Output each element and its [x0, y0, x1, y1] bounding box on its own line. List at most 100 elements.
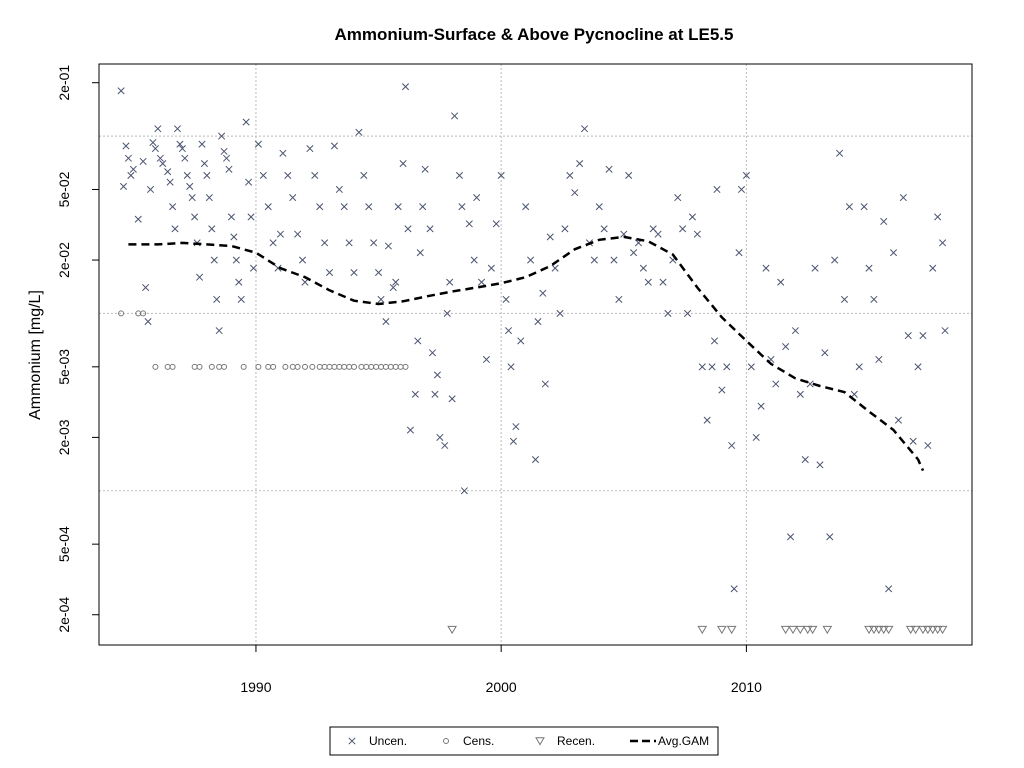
uncensored-point: [625, 171, 633, 179]
legend-symbol-uncen: [348, 737, 356, 745]
uncensored-point: [710, 337, 719, 345]
uncensored-point: [742, 171, 750, 179]
uncensored-point: [134, 215, 142, 223]
uncensored-point: [541, 380, 549, 388]
y-tick-label: 2e-03: [56, 419, 72, 455]
censored-point: [336, 363, 343, 370]
censored-point: [240, 363, 247, 370]
grid: [99, 64, 972, 645]
uncensored-point: [433, 371, 441, 379]
uncensored-point: [840, 295, 849, 303]
plot-frame: [98, 63, 973, 646]
uncensored-point: [531, 455, 540, 464]
uncensored-point: [382, 317, 390, 326]
uncensored-point: [831, 256, 839, 264]
uncensored-point: [389, 283, 397, 292]
censored-point: [265, 363, 272, 370]
uncensored-point: [571, 189, 579, 197]
uncensored-point: [146, 185, 155, 194]
uncensored-point: [375, 269, 383, 277]
uncensored-point: [411, 390, 419, 398]
recensored-point: [822, 625, 833, 635]
uncensored-point: [392, 278, 400, 286]
uncensored-point: [889, 249, 898, 257]
uncensored-point: [527, 256, 535, 264]
uncensored-point: [919, 332, 927, 340]
uncensored-point: [401, 83, 410, 91]
uncensored-point: [330, 142, 338, 150]
legend-label: Uncen.: [369, 734, 407, 748]
uncensored-point: [436, 433, 444, 441]
uncensored-point: [144, 317, 152, 326]
uncensored-point: [561, 225, 569, 233]
uncensored-point: [264, 203, 272, 211]
uncensored-point: [752, 433, 760, 441]
uncensored-point: [208, 225, 216, 233]
uncensored-point: [191, 213, 199, 221]
censored-point: [255, 363, 262, 370]
uncensored-point: [215, 327, 223, 335]
censored-point: [392, 363, 399, 370]
censored-point: [270, 363, 277, 370]
uncensored-point: [595, 203, 603, 211]
uncensored-point: [289, 194, 297, 202]
uncensored-point: [517, 337, 525, 345]
uncensored-point: [235, 278, 243, 286]
legend-box: [329, 726, 719, 756]
uncensored-point: [325, 269, 334, 277]
uncensored-point: [426, 225, 434, 233]
uncensored-point: [232, 256, 240, 264]
uncensored-point: [156, 154, 164, 162]
censored-point: [301, 363, 308, 370]
uncensored-point: [941, 327, 949, 335]
recensored-point: [447, 625, 457, 635]
uncensored-point: [723, 363, 731, 371]
uncensored-point: [306, 145, 314, 153]
uncensored-point: [284, 171, 292, 179]
uncensored-point: [222, 154, 231, 162]
uncensored-point: [487, 264, 495, 272]
uncensored-point: [298, 256, 307, 264]
y-axis-label: Ammonium [mg/L]: [27, 290, 44, 420]
uncensored-point: [605, 165, 613, 173]
uncensored-point: [698, 363, 706, 371]
uncensored-point: [384, 242, 392, 250]
uncensored-point: [934, 213, 942, 221]
uncensored-point: [340, 203, 348, 211]
uncensored-point: [600, 225, 608, 233]
uncensored-point: [630, 249, 638, 257]
censored-point: [382, 363, 389, 370]
uncensored-point: [225, 165, 233, 173]
uncensored-point: [183, 171, 191, 179]
uncensored-point: [441, 441, 449, 450]
uncensored-point: [149, 138, 157, 147]
uncensored-point: [899, 194, 907, 202]
uncensored-point: [880, 217, 888, 226]
uncensored-point: [939, 239, 947, 247]
legend-label: Recen.: [557, 734, 595, 748]
uncensored-point: [821, 349, 829, 357]
uncensored-point: [470, 256, 478, 264]
x-tick-label: 2000: [486, 679, 517, 695]
uncensored-point: [610, 256, 618, 264]
uncensored-point: [539, 289, 547, 297]
uncensored-point: [924, 441, 932, 450]
recensored-point: [927, 625, 938, 635]
uncensored-point: [443, 309, 451, 317]
censored-point: [397, 363, 404, 370]
uncensored-point: [497, 171, 505, 179]
uncensored-point: [178, 145, 186, 153]
uncensored-point: [615, 295, 623, 303]
uncensored-point: [117, 87, 125, 95]
censored-point: [321, 363, 328, 370]
censored-point: [331, 363, 338, 370]
uncensored-point: [171, 225, 179, 233]
uncensored-point: [909, 437, 917, 445]
legend-label: Avg.GAM: [658, 734, 709, 748]
uncensored-point: [124, 154, 132, 162]
y-tick-label: 2e-04: [56, 597, 72, 633]
recensored-point: [716, 625, 727, 635]
uncensored-point: [345, 239, 353, 247]
uncensored-point: [431, 390, 439, 398]
uncensored-point: [173, 125, 182, 133]
